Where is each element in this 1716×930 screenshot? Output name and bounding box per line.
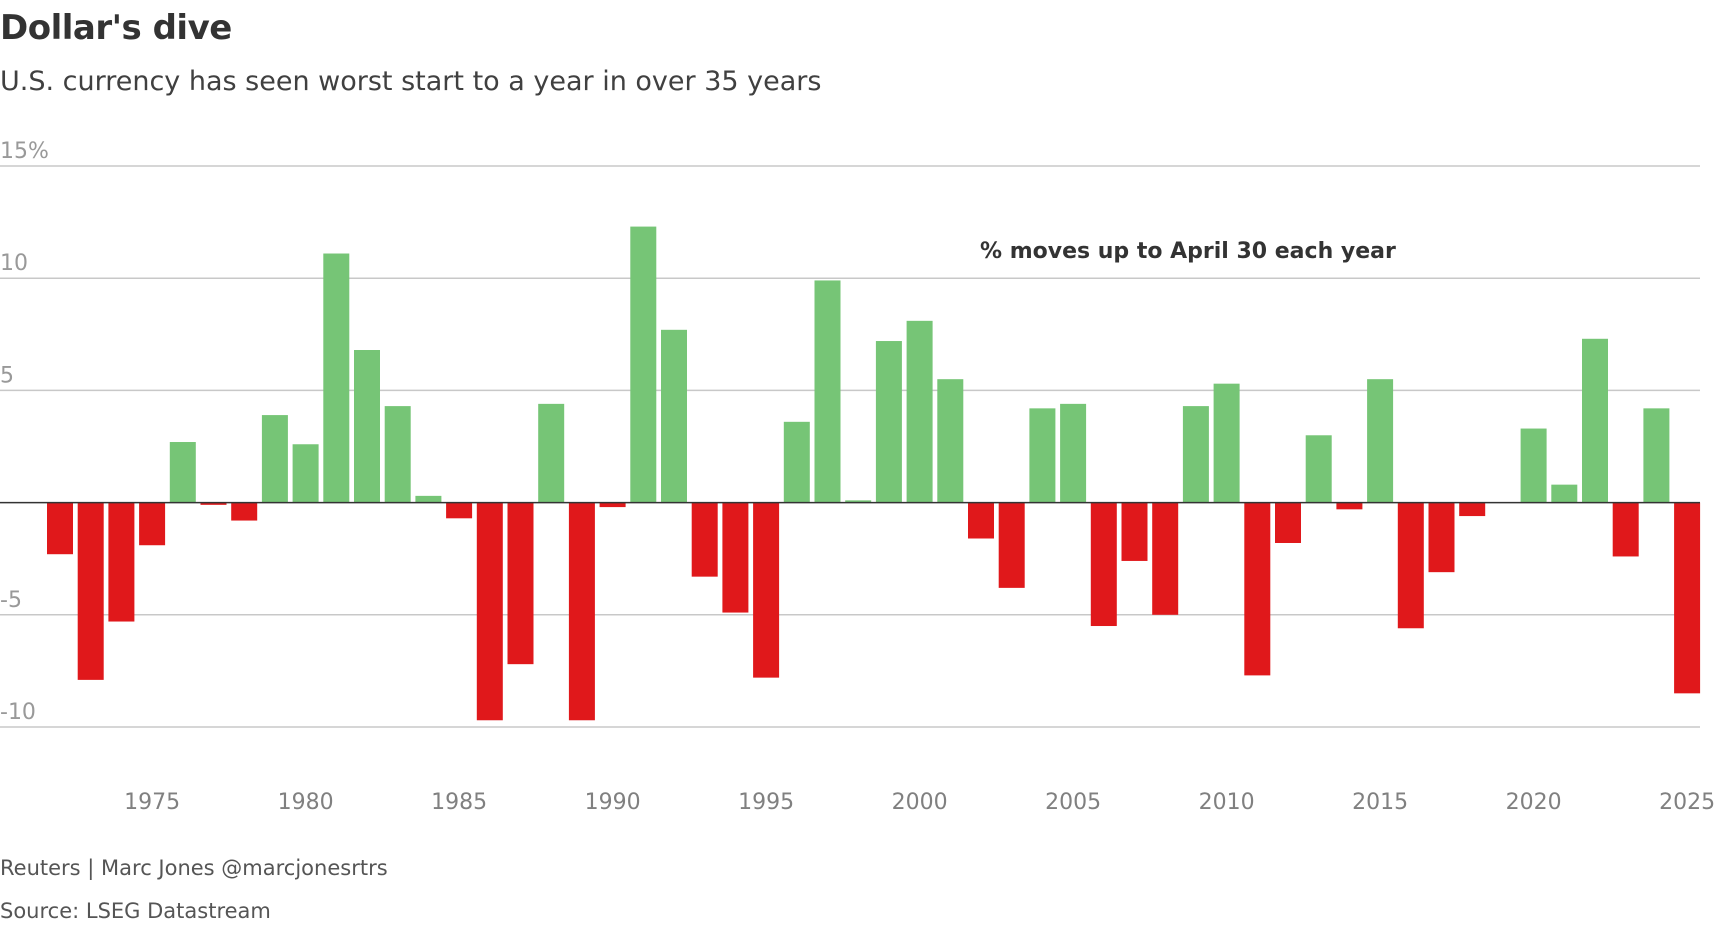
chart-annotation: % moves up to April 30 each year <box>980 239 1396 264</box>
bar-1999 <box>875 341 902 503</box>
chart-title: Dollar's dive <box>0 8 232 48</box>
y-tick-label: 15% <box>0 139 49 164</box>
bar-2007 <box>1121 502 1148 561</box>
bar-2020 <box>1520 428 1547 503</box>
bar-2006 <box>1090 502 1117 627</box>
chart-subtitle: U.S. currency has seen worst start to a … <box>0 66 822 97</box>
x-tick-label: 2010 <box>1199 790 1255 815</box>
bar-2010 <box>1213 383 1240 503</box>
bar-2000 <box>906 320 933 503</box>
x-tick-label: 2025 <box>1659 790 1715 815</box>
bar-1983 <box>384 406 411 503</box>
bar-1986 <box>476 502 503 721</box>
bar-2022 <box>1582 338 1608 503</box>
bar-2016 <box>1397 502 1424 629</box>
bar-1975 <box>139 502 166 546</box>
x-tick-label: 1975 <box>124 790 180 815</box>
bar-1997 <box>814 280 841 503</box>
x-tick-label: 2020 <box>1506 790 1562 815</box>
bar-2004 <box>1029 408 1056 503</box>
bar-2008 <box>1152 502 1179 615</box>
x-tick-label: 2000 <box>892 790 948 815</box>
bar-1979 <box>261 415 288 503</box>
source-line: Source: LSEG Datastream <box>0 899 271 923</box>
bar-1980 <box>292 444 319 503</box>
bar-2014 <box>1336 502 1363 510</box>
x-tick-labels: 1975 1980 1985 1990 1995 2000 2005 2010 2015 2020… <box>124 790 1715 815</box>
bar-1992 <box>661 329 687 503</box>
bar-2018 <box>1459 502 1486 517</box>
credit-line: Reuters | Marc Jones @marcjonesrtrs <box>0 856 388 880</box>
bar-1995 <box>753 502 780 678</box>
bar-1972 <box>47 502 73 555</box>
bar-2002 <box>968 502 994 539</box>
bar-2011 <box>1244 502 1271 676</box>
bar-1993 <box>691 502 718 577</box>
bar-1987 <box>507 502 534 665</box>
y-tick-label: -10 <box>0 700 36 725</box>
bar-1990 <box>599 502 626 508</box>
y-tick-label: -5 <box>0 588 22 613</box>
bar-2012 <box>1275 502 1301 543</box>
bar-1974 <box>108 502 135 622</box>
bar-2003 <box>998 502 1025 588</box>
bar-2005 <box>1060 403 1087 503</box>
bar-1985 <box>446 502 473 519</box>
x-tick-label: 1985 <box>431 790 487 815</box>
y-tick-labels: 15% 10 5 -5 -10 <box>0 139 49 725</box>
x-tick-label: 1995 <box>738 790 794 815</box>
bar-1996 <box>783 421 810 503</box>
x-tick-label: 1980 <box>278 790 334 815</box>
bar-1982 <box>354 350 380 503</box>
bar-2017 <box>1428 502 1455 573</box>
bar-1981 <box>323 253 350 503</box>
bar-2013 <box>1305 435 1332 503</box>
bar-2001 <box>937 379 964 503</box>
bar-2024 <box>1643 408 1670 503</box>
bar-1991 <box>630 226 657 503</box>
bar-1988 <box>538 403 565 503</box>
bar-1984 <box>415 495 442 503</box>
y-tick-label: 10 <box>0 251 28 276</box>
gridlines <box>0 165 1700 728</box>
bar-1998 <box>845 500 872 503</box>
bar-1978 <box>231 502 258 521</box>
bar-2009 <box>1182 406 1209 503</box>
x-tick-label: 2005 <box>1045 790 1101 815</box>
x-tick-label: 2015 <box>1352 790 1408 815</box>
bar-1973 <box>77 502 104 680</box>
bar-1977 <box>200 502 227 505</box>
y-tick-label: 5 <box>0 363 14 388</box>
bars <box>47 226 1701 721</box>
bar-2021 <box>1551 484 1578 503</box>
bar-2023 <box>1612 502 1639 557</box>
x-tick-label: 1990 <box>585 790 641 815</box>
bar-2025 <box>1674 502 1701 694</box>
bar-1976 <box>169 442 196 503</box>
bar-2015 <box>1367 379 1394 503</box>
bar-1994 <box>722 502 749 613</box>
bar-1989 <box>568 502 595 721</box>
